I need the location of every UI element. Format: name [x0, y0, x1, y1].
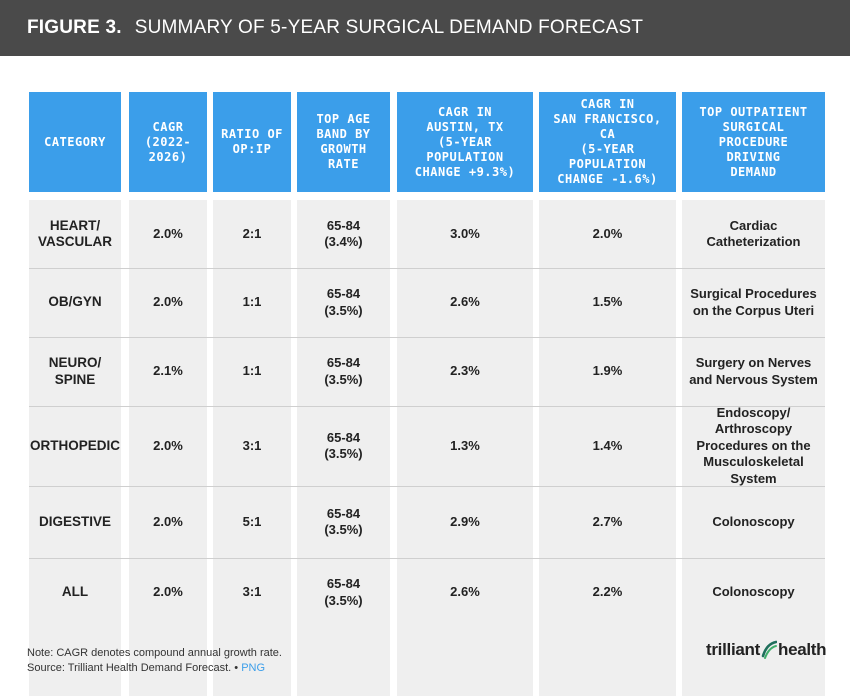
table-row: ALL 2.0% 3:1 65-84 (3.5%) 2.6% 2.2% Colonoscop… [29, 558, 825, 627]
logo-text-left: trilliant [706, 640, 760, 659]
header-austin-cagr: CAGR IN AUSTIN, TX (5-YEAR POPULATION CH… [397, 92, 533, 192]
cell-austin-cagr: 2.6% [450, 294, 480, 310]
table-row: DIGESTIVE 2.0% 5:1 65-84 (3.5%) 2.9% 2.7% Colo… [29, 486, 825, 558]
trilliant-health-logo: trilliant health [706, 640, 827, 660]
header-cagr: CAGR (2022- 2026) [129, 92, 207, 192]
column-bg-ratio [213, 200, 291, 696]
table-row: HEART/ VASCULAR 2.0% 2:1 65-84 (3.4%) 3.0% 2.… [29, 200, 825, 268]
source-text: Source: Trilliant Health Demand Forecast… [27, 662, 232, 674]
cell-category: OB/GYN [48, 294, 102, 310]
footnote-cagr: Note: CAGR denotes compound annual growt… [27, 647, 282, 659]
cell-ratio: 1:1 [242, 294, 262, 310]
cell-cagr: 2.0% [153, 225, 183, 241]
cell-top-procedure: Colonoscopy [712, 513, 795, 529]
header-ratio: RATIO OF OP:IP [213, 92, 291, 192]
header-category: CATEGORY [29, 92, 121, 192]
cell-top-procedure: Endoscopy/ Arthroscopy Procedures on the… [696, 404, 811, 486]
cell-sf-cagr: 1.4% [592, 437, 623, 453]
cell-austin-cagr: 3.0% [450, 225, 480, 241]
table-header-row: CATEGORY CAGR (2022- 2026) RATIO OF OP:IP T… [29, 92, 825, 192]
footnote-source: Source: Trilliant Health Demand Forecast… [27, 661, 282, 676]
logo-swoosh-icon [761, 640, 778, 660]
cell-category: HEART/ VASCULAR [38, 217, 112, 250]
cell-ratio: 5:1 [242, 513, 262, 529]
cell-ratio: 3:1 [242, 437, 262, 453]
figure-title: SUMMARY OF 5-YEAR SURGICAL DEMAND FORECA… [134, 17, 644, 38]
cell-age-band: 65-84 (3.5%) [324, 355, 363, 387]
header-sf-cagr: CAGR IN SAN FRANCISCO, CA (5-YEAR POPULA… [539, 92, 676, 192]
header-age-band: TOP AGE BAND BY GROWTH RATE [297, 92, 390, 192]
png-link[interactable]: PNG [241, 662, 266, 674]
forecast-table: CATEGORY CAGR (2022- 2026) RATIO OF OP:IP T… [29, 92, 825, 696]
cell-cagr: 2.0% [153, 584, 183, 600]
column-bg-sf-cagr [539, 200, 676, 696]
cell-top-procedure: Colonoscopy [712, 584, 795, 600]
table-row: NEURO/ SPINE 2.1% 1:1 65-84 (3.5%) 2.3% 1.9% S… [29, 337, 825, 406]
cell-austin-cagr: 2.9% [450, 513, 480, 529]
cell-age-band: 65-84 (3.5%) [324, 286, 363, 318]
cell-cagr: 2.1% [153, 363, 183, 379]
cell-austin-cagr: 2.6% [450, 584, 480, 600]
row-divider [29, 486, 825, 487]
cell-cagr: 2.0% [153, 294, 183, 310]
cell-austin-cagr: 1.3% [450, 437, 480, 453]
cell-sf-cagr: 2.7% [592, 513, 623, 529]
row-divider [29, 406, 825, 407]
cell-age-band: 65-84 (3.5%) [324, 429, 363, 462]
column-bg-cagr [129, 200, 207, 696]
cell-age-band: 65-84 (3.5%) [324, 576, 363, 608]
table-row: OB/GYN 2.0% 1:1 65-84 (3.5%) 2.6% 1.5% Surgica… [29, 268, 825, 337]
column-bg-age-band [297, 200, 390, 696]
cell-top-procedure: Surgery on Nerves and Nervous System [689, 355, 818, 387]
row-divider [29, 558, 825, 559]
figure-label: FIGURE 3. [27, 17, 122, 38]
table-body: HEART/ VASCULAR 2.0% 2:1 65-84 (3.4%) 3.0% 2.… [29, 200, 825, 696]
table-row: ORTHOPEDIC 2.0% 3:1 65-84 (3.5%) 1.3% 1.4% End… [29, 404, 825, 486]
cell-austin-cagr: 2.3% [450, 363, 480, 379]
cell-ratio: 1:1 [242, 363, 262, 379]
cell-ratio: 2:1 [242, 225, 262, 241]
column-bg-top-procedure [682, 200, 825, 696]
cell-age-band: 65-84 (3.5%) [324, 505, 363, 538]
cell-top-procedure: Surgical Procedures on the Corpus Uteri [690, 286, 817, 318]
row-divider [29, 268, 825, 269]
cell-category: ALL [61, 584, 89, 600]
column-bg-category [29, 200, 121, 696]
logo-text-right: health [777, 640, 827, 659]
cell-age-band: 65-84 (3.4%) [324, 217, 363, 250]
figure-banner: FIGURE 3. SUMMARY OF 5-YEAR SURGICAL DEM… [0, 0, 850, 56]
cell-sf-cagr: 2.2% [592, 584, 623, 600]
column-bg-austin-cagr [397, 200, 533, 696]
cell-category: NEURO/ SPINE [48, 355, 102, 387]
cell-cagr: 2.0% [153, 437, 183, 453]
row-divider [29, 337, 825, 338]
cell-cagr: 2.0% [153, 513, 183, 529]
footnote: Note: CAGR denotes compound annual growt… [27, 646, 282, 676]
cell-top-procedure: Cardiac Catheterization [706, 217, 801, 250]
cell-category: ORTHOPEDIC [29, 437, 120, 453]
cell-sf-cagr: 1.9% [592, 363, 623, 379]
header-top-procedure: TOP OUTPATIENT SURGICAL PROCEDURE DRIVIN… [682, 92, 825, 192]
cell-sf-cagr: 1.5% [592, 294, 623, 310]
separator: • [234, 662, 239, 674]
cell-sf-cagr: 2.0% [592, 225, 623, 241]
cell-ratio: 3:1 [242, 584, 262, 600]
cell-category: DIGESTIVE [38, 513, 111, 529]
